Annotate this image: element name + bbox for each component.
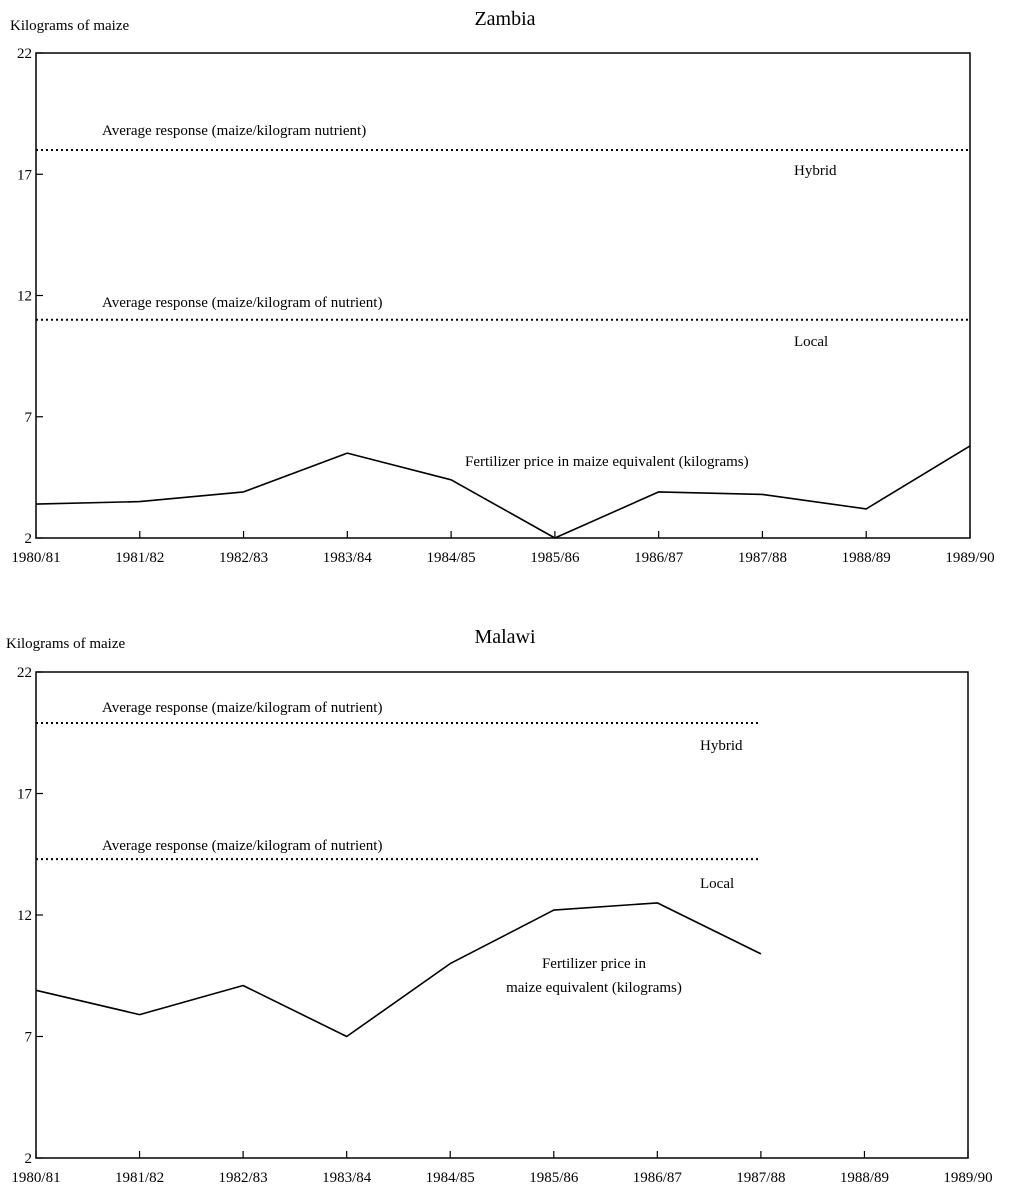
malawi-y-tick-label: 7 (25, 1030, 33, 1046)
malawi-y-tick-label: 12 (17, 908, 32, 924)
zambia-panel: Kilograms of maize Zambia 2 7 12 17 22 1980/… (10, 8, 995, 566)
zambia-hybrid-response-point (553, 149, 556, 152)
zambia-x-tick-label: 1989/90 (945, 550, 994, 566)
malawi-y-tick-label: 2 (25, 1151, 33, 1167)
malawi-local-response-point (759, 858, 762, 861)
malawi-x-tick-label: 1985/86 (529, 1170, 579, 1186)
zambia-y-tick-label: 22 (17, 46, 32, 62)
malawi-x-tick-label: 1981/82 (115, 1170, 164, 1186)
malawi-chart-title: Malawi (474, 626, 536, 648)
zambia-hybrid-response-label: Average response (maize/kilogram nutrien… (102, 123, 366, 139)
malawi-x-tick-label: 1982/83 (219, 1170, 268, 1186)
zambia-local-response-point (553, 318, 556, 321)
zambia-local-response-label: Average response (maize/kilogram of nutr… (102, 295, 382, 311)
zambia-x-tick-label: 1981/82 (115, 550, 164, 566)
zambia-x-tick-label: 1980/81 (11, 550, 60, 566)
malawi-fertilizer-price-label-line2: maize equivalent (kilograms) (506, 980, 682, 996)
zambia-y-tick-label: 12 (17, 289, 32, 305)
malawi-x-tick-label: 1988/89 (840, 1170, 889, 1186)
zambia-local-label: Local (794, 334, 828, 350)
zambia-x-tick-label: 1985/86 (530, 550, 580, 566)
malawi-y-tick-label: 22 (17, 665, 32, 681)
malawi-x-tick-label: 1980/81 (11, 1170, 60, 1186)
zambia-local-response-point (138, 318, 141, 321)
zambia-y-tick-label: 2 (25, 531, 33, 547)
malawi-x-tick-label: 1986/87 (633, 1170, 683, 1186)
malawi-local-label: Local (700, 876, 734, 892)
zambia-y-tick-label: 17 (17, 167, 33, 183)
malawi-x-tick-label: 1987/88 (736, 1170, 785, 1186)
malawi-y-tick-label: 17 (17, 787, 33, 803)
malawi-panel: Kilograms of maize Malawi 2 7 12 17 22 1980/… (6, 626, 993, 1186)
malawi-plot-frame (35, 671, 969, 1159)
malawi-local-response-point (138, 858, 141, 861)
zambia-x-tick-label: 1983/84 (323, 550, 373, 566)
malawi-hybrid-label: Hybrid (700, 738, 743, 754)
zambia-hybrid-response-point (138, 149, 141, 152)
malawi-hybrid-response-label: Average response (maize/kilogram of nutr… (102, 700, 382, 716)
malawi-x-tick-label: 1989/90 (943, 1170, 992, 1186)
zambia-x-tick-label: 1988/89 (842, 550, 891, 566)
malawi-hybrid-response-point (138, 722, 141, 725)
zambia-x-tick-label: 1987/88 (738, 550, 787, 566)
malawi-hybrid-response-point (759, 722, 762, 725)
malawi-x-tick-label: 1983/84 (322, 1170, 372, 1186)
malawi-y-axis-title: Kilograms of maize (6, 636, 125, 652)
zambia-hybrid-label: Hybrid (794, 163, 837, 179)
zambia-fertilizer-price-line (35, 445, 971, 539)
malawi-fertilizer-price-label-line1: Fertilizer price in (542, 956, 647, 972)
malawi-x-tick-label: 1984/85 (426, 1170, 475, 1186)
zambia-x-tick-label: 1986/87 (634, 550, 684, 566)
malawi-fertilizer-price-line (35, 902, 762, 1038)
zambia-y-tick-label: 7 (25, 410, 33, 426)
zambia-chart-title: Zambia (474, 8, 535, 30)
zambia-y-axis-title: Kilograms of maize (10, 18, 129, 34)
zambia-x-tick-label: 1984/85 (427, 550, 476, 566)
malawi-local-response-label: Average response (maize/kilogram of nutr… (102, 838, 382, 854)
zambia-fertilizer-price-label: Fertilizer price in maize equivalent (ki… (465, 454, 749, 470)
zambia-x-tick-label: 1982/83 (219, 550, 268, 566)
